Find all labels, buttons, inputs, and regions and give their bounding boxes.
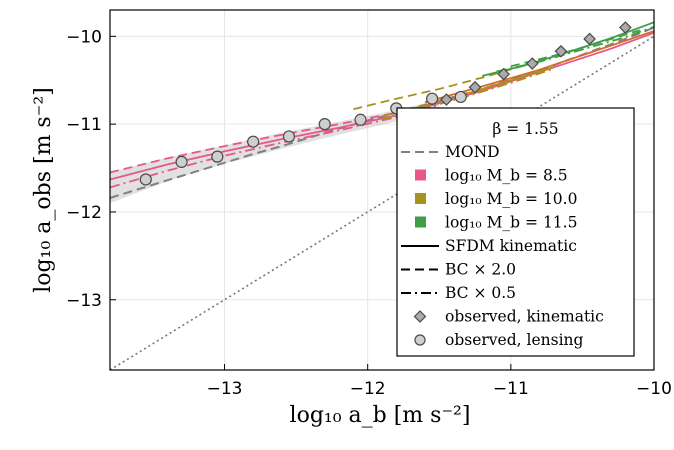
legend-label: MOND (445, 143, 500, 161)
y-axis-title: log₁₀ a_obs [m s⁻²] (31, 87, 56, 292)
observed-lensing-point (426, 92, 439, 105)
legend: β = 1.55 MOND log₁₀ M_b = 8.5 log₁₀ M_b = 1… (396, 107, 635, 357)
plot-frame (109, 9, 655, 371)
series-line (110, 102, 440, 174)
legend-patch-symbol (415, 216, 426, 228)
series-line (496, 25, 654, 73)
series-line (110, 103, 440, 189)
legend-label: log₁₀ M_b = 10.0 (445, 190, 577, 208)
series-line (353, 64, 526, 111)
legend-label: log₁₀ M_b = 11.5 (445, 214, 577, 232)
legend-label: observed, lensing (445, 331, 584, 349)
observed-kinematic-point (583, 32, 596, 46)
y-tick-label: −10 (66, 27, 102, 47)
x-tick-label: −11 (493, 379, 529, 399)
observed-lensing-point (139, 173, 152, 186)
legend-box (396, 107, 635, 357)
observed-kinematic-point (497, 67, 511, 81)
legend-diamond-symbol (413, 310, 427, 323)
legend-patch-symbol (415, 169, 426, 181)
x-tick-label: −12 (350, 379, 386, 399)
observed-kinematic-point (554, 44, 568, 58)
legend-label: SFDM kinematic (445, 237, 577, 255)
observed-kinematic-point (619, 21, 632, 34)
observed-kinematic-point (468, 80, 482, 94)
ticks: −13 −12 −11 −10 −13 −12 −11 −10 (66, 27, 672, 399)
x-tick-label: −10 (636, 379, 672, 399)
legend-label: BC × 2.0 (445, 261, 516, 279)
observed-kinematic-point (440, 93, 453, 106)
legend-patch-symbol (415, 193, 426, 204)
observed-lensing-point (282, 130, 296, 143)
observed-lensing-point (175, 155, 188, 169)
observed-lensing-point (454, 90, 467, 104)
legend-title: β = 1.55 (492, 120, 558, 138)
one-to-one-line (110, 35, 654, 370)
observed-lensing-point (211, 150, 224, 163)
legend-circle-symbol (414, 334, 426, 346)
y-tick-label: −12 (66, 203, 102, 223)
observed-lensing-point (354, 113, 367, 126)
legend-label: log₁₀ M_b = 8.5 (445, 167, 568, 185)
observed-kinematic-point (525, 57, 539, 70)
mond-line (110, 26, 654, 199)
x-tick-label: −13 (207, 379, 243, 399)
y-tick-label: −13 (66, 291, 102, 311)
x-axis-title: log₁₀ a_b [m s⁻²] (290, 403, 471, 428)
observed-lensing-point (318, 118, 331, 131)
legend-label: observed, kinematic (445, 308, 604, 326)
y-tick-label: −11 (66, 115, 102, 135)
legend-label: BC × 0.5 (445, 284, 516, 302)
observed-lensing-point (247, 135, 260, 148)
